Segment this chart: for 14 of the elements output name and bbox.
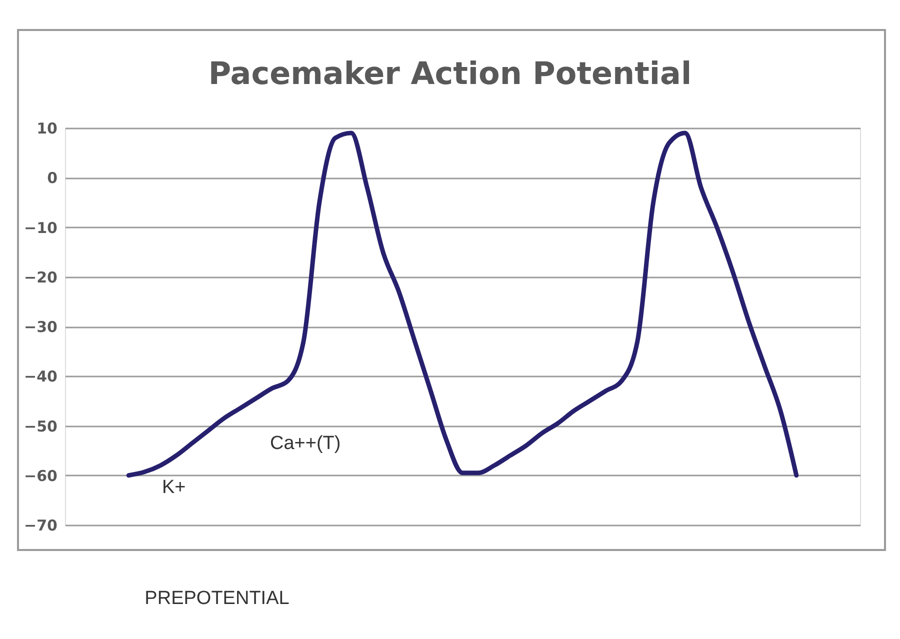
y-tick-label: 0 (47, 169, 58, 188)
chart-title: Pacemaker Action Potential (208, 56, 692, 92)
y-tick-label: 10 (36, 120, 58, 138)
y-tick-label: −70 (24, 516, 58, 534)
y-tick-label: −30 (24, 318, 58, 336)
y-tick-label: −50 (24, 417, 58, 436)
y-tick-label: −20 (24, 268, 58, 286)
line-series (126, 130, 799, 478)
y-tick-label: −40 (24, 368, 58, 386)
annotation: Ca++(T) (270, 433, 341, 454)
annotation: K+ (162, 477, 186, 498)
text: PREPOTENTIAL (144, 588, 290, 609)
y-tick-label: −10 (24, 218, 58, 237)
y-tick-label: −60 (24, 466, 58, 485)
